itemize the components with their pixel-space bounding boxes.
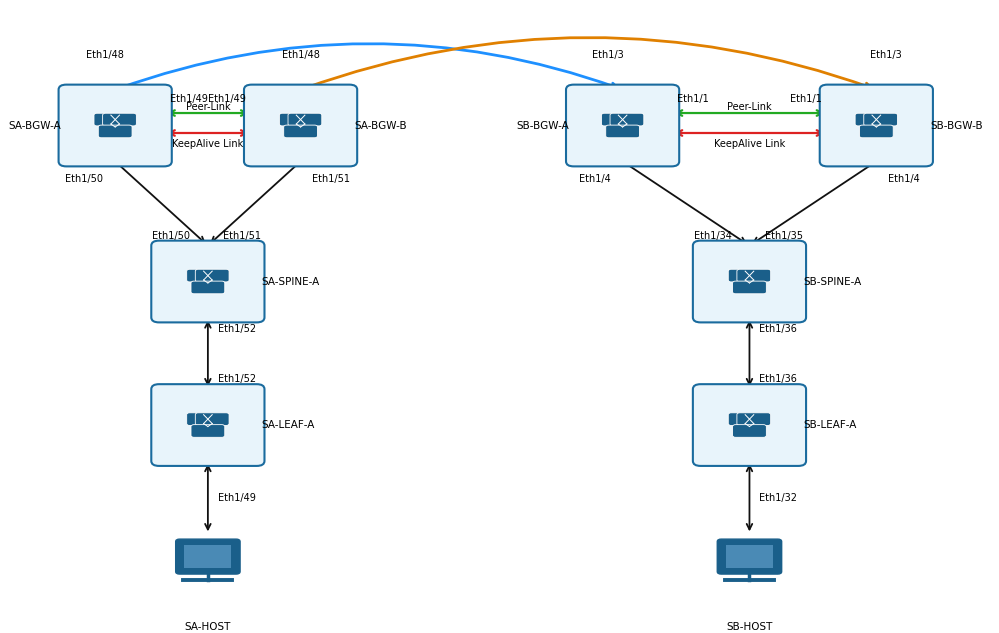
Text: Eth1/3: Eth1/3 bbox=[592, 50, 623, 60]
Text: Eth1/49: Eth1/49 bbox=[170, 94, 208, 104]
Text: Eth1/1: Eth1/1 bbox=[790, 94, 822, 104]
FancyBboxPatch shape bbox=[693, 241, 806, 322]
Text: Eth1/48: Eth1/48 bbox=[282, 50, 320, 60]
FancyBboxPatch shape bbox=[59, 85, 172, 166]
FancyBboxPatch shape bbox=[732, 425, 766, 437]
Text: Peer-Link: Peer-Link bbox=[186, 102, 230, 112]
Text: Eth1/1: Eth1/1 bbox=[677, 94, 709, 104]
FancyBboxPatch shape bbox=[732, 281, 766, 294]
Text: SB-HOST: SB-HOST bbox=[726, 622, 772, 632]
Text: SA-LEAF-A: SA-LEAF-A bbox=[262, 420, 315, 430]
FancyBboxPatch shape bbox=[610, 113, 643, 126]
Text: Eth1/34: Eth1/34 bbox=[694, 230, 732, 241]
Text: SB-LEAF-A: SB-LEAF-A bbox=[803, 420, 856, 430]
FancyBboxPatch shape bbox=[191, 281, 225, 294]
Text: SA-HOST: SA-HOST bbox=[185, 622, 231, 632]
Text: Eth1/52: Eth1/52 bbox=[218, 374, 256, 384]
Text: Eth1/4: Eth1/4 bbox=[579, 173, 611, 184]
FancyBboxPatch shape bbox=[98, 125, 132, 138]
Text: SA-SPINE-A: SA-SPINE-A bbox=[262, 277, 320, 287]
Text: Eth1/36: Eth1/36 bbox=[759, 323, 797, 334]
FancyBboxPatch shape bbox=[717, 539, 781, 574]
FancyBboxPatch shape bbox=[737, 269, 770, 282]
FancyBboxPatch shape bbox=[859, 125, 893, 138]
FancyBboxPatch shape bbox=[693, 384, 806, 466]
Text: SA-BGW-B: SA-BGW-B bbox=[355, 120, 407, 130]
Text: SB-SPINE-A: SB-SPINE-A bbox=[803, 277, 861, 287]
FancyBboxPatch shape bbox=[176, 539, 240, 574]
FancyBboxPatch shape bbox=[284, 125, 318, 138]
Text: Eth1/50: Eth1/50 bbox=[66, 173, 104, 184]
Text: Eth1/51: Eth1/51 bbox=[224, 230, 262, 241]
Text: SA-BGW-A: SA-BGW-A bbox=[9, 120, 62, 130]
Text: Eth1/48: Eth1/48 bbox=[87, 50, 124, 60]
Text: Peer-Link: Peer-Link bbox=[727, 102, 772, 112]
Text: Eth1/51: Eth1/51 bbox=[313, 173, 351, 184]
Text: Eth1/32: Eth1/32 bbox=[759, 492, 797, 503]
FancyBboxPatch shape bbox=[196, 413, 229, 425]
FancyBboxPatch shape bbox=[566, 85, 679, 166]
FancyBboxPatch shape bbox=[191, 425, 225, 437]
Text: SB-BGW-A: SB-BGW-A bbox=[516, 120, 569, 130]
FancyBboxPatch shape bbox=[728, 269, 762, 282]
Text: Eth1/49: Eth1/49 bbox=[218, 492, 256, 503]
FancyBboxPatch shape bbox=[151, 241, 265, 322]
Bar bbox=[185, 545, 232, 568]
Text: Eth1/4: Eth1/4 bbox=[888, 173, 920, 184]
FancyBboxPatch shape bbox=[196, 269, 229, 282]
FancyBboxPatch shape bbox=[820, 85, 933, 166]
FancyBboxPatch shape bbox=[244, 85, 358, 166]
FancyBboxPatch shape bbox=[864, 113, 897, 126]
Text: KeepAlive Link: KeepAlive Link bbox=[714, 139, 785, 149]
Text: Eth1/49: Eth1/49 bbox=[208, 94, 246, 104]
Text: KeepAlive Link: KeepAlive Link bbox=[172, 139, 244, 149]
FancyBboxPatch shape bbox=[737, 413, 770, 425]
Text: Eth1/52: Eth1/52 bbox=[218, 323, 256, 334]
FancyBboxPatch shape bbox=[187, 413, 221, 425]
Text: Eth1/36: Eth1/36 bbox=[759, 374, 797, 384]
FancyBboxPatch shape bbox=[103, 113, 137, 126]
FancyBboxPatch shape bbox=[288, 113, 322, 126]
FancyBboxPatch shape bbox=[855, 113, 889, 126]
Bar bbox=[726, 545, 773, 568]
Text: Eth1/35: Eth1/35 bbox=[765, 230, 803, 241]
Text: SB-BGW-B: SB-BGW-B bbox=[930, 120, 983, 130]
FancyBboxPatch shape bbox=[151, 384, 265, 466]
FancyBboxPatch shape bbox=[280, 113, 313, 126]
Text: Eth1/50: Eth1/50 bbox=[152, 230, 191, 241]
FancyBboxPatch shape bbox=[187, 269, 221, 282]
FancyBboxPatch shape bbox=[94, 113, 128, 126]
Text: Eth1/3: Eth1/3 bbox=[870, 50, 902, 60]
FancyBboxPatch shape bbox=[601, 113, 635, 126]
FancyBboxPatch shape bbox=[605, 125, 639, 138]
FancyBboxPatch shape bbox=[728, 413, 762, 425]
